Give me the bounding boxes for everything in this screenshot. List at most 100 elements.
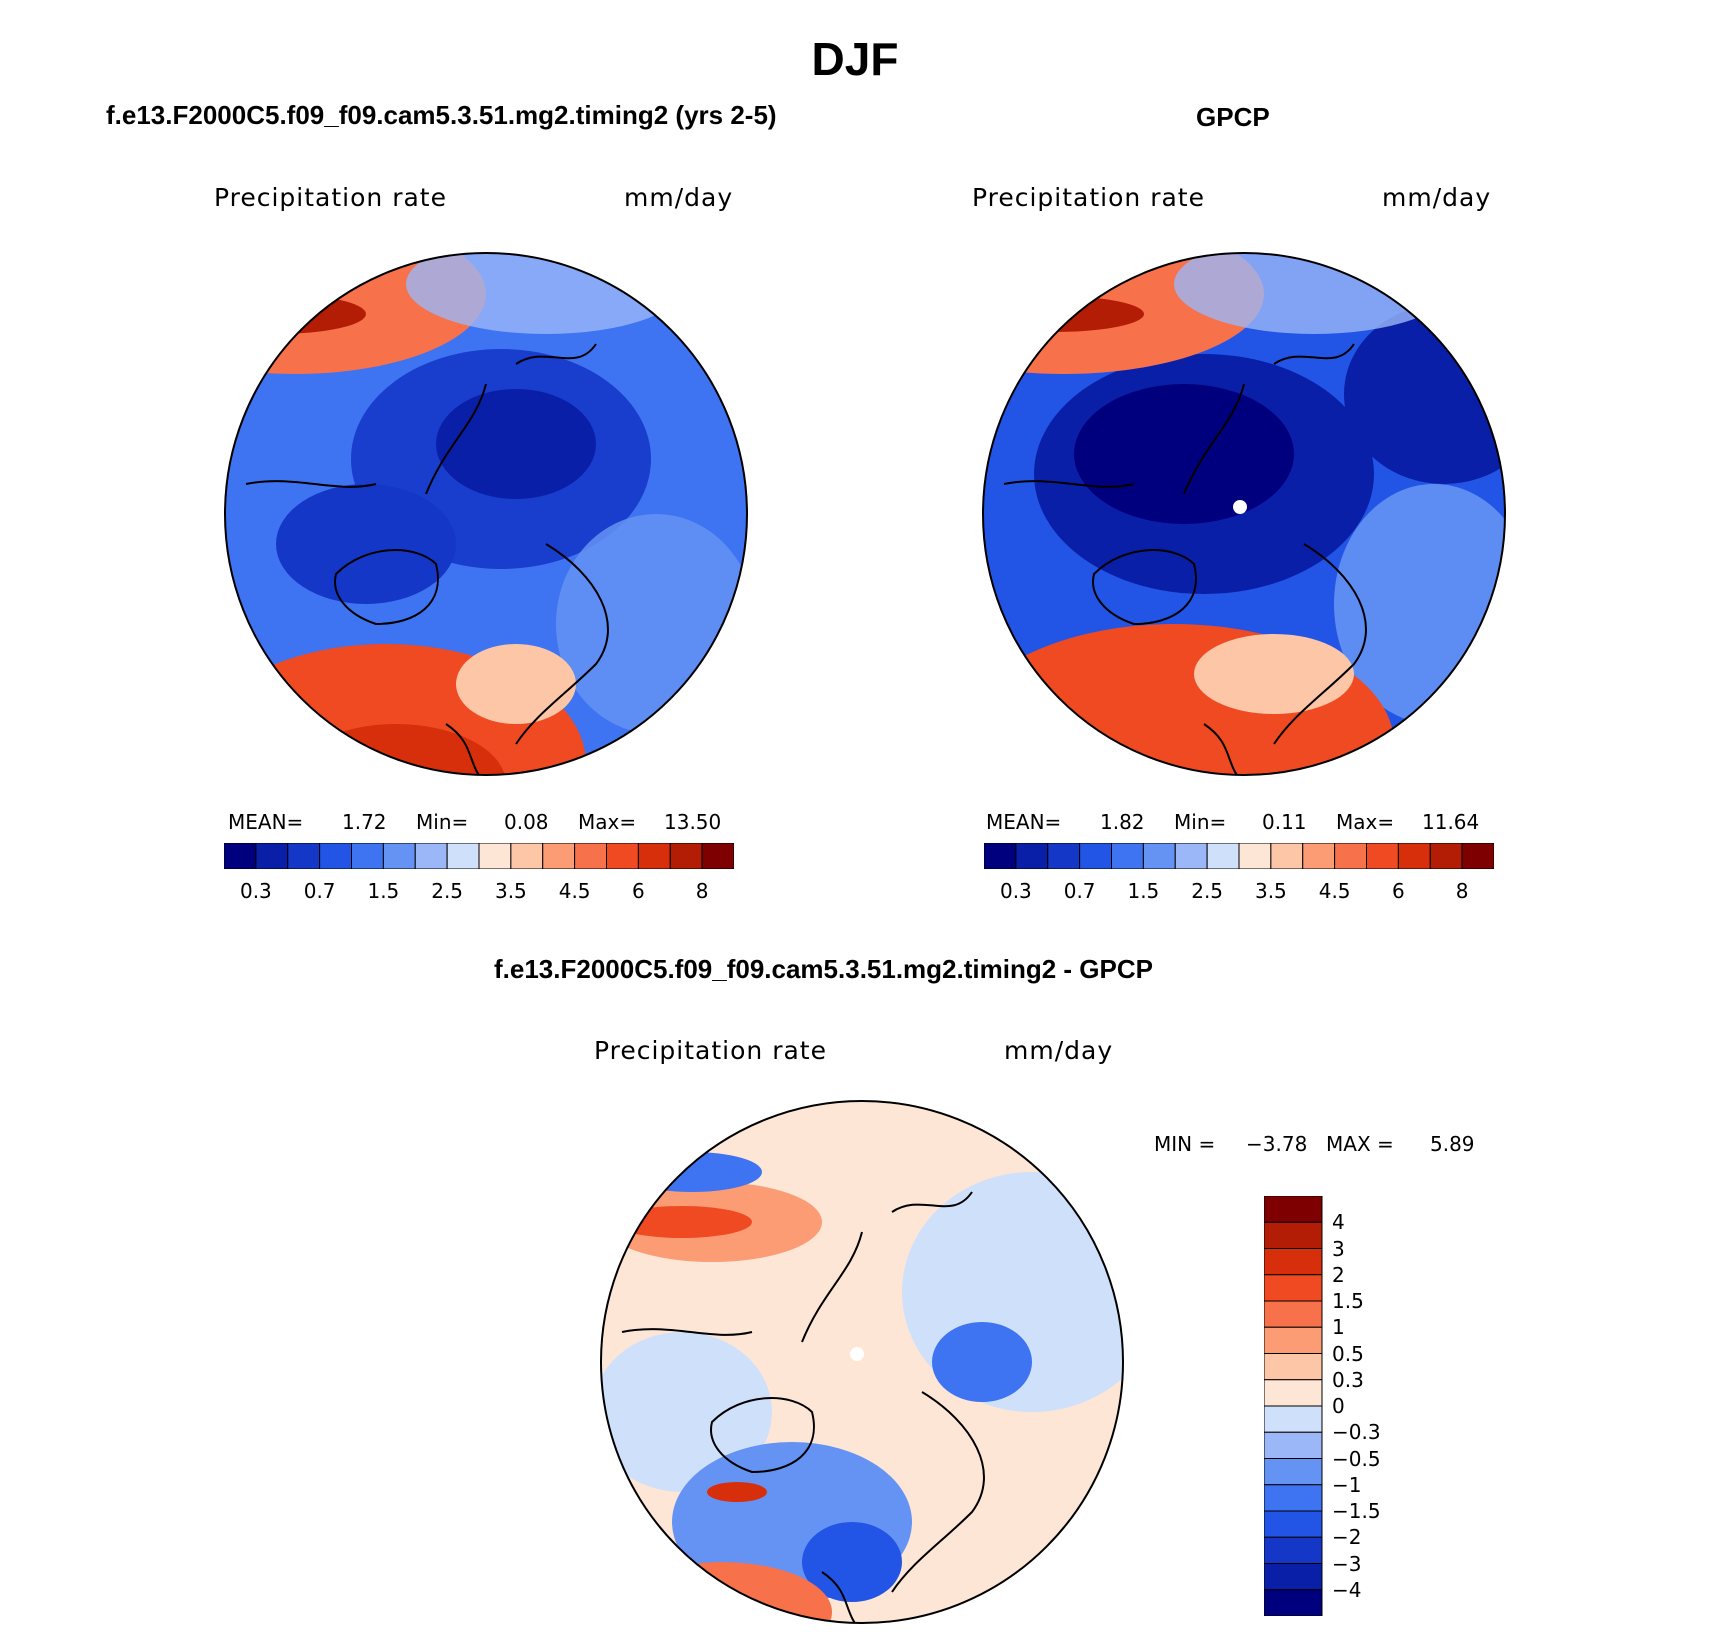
colorbar-panel-3-tick-label: 0.5	[1332, 1341, 1364, 1366]
colorbar-panel-3-swatch	[1264, 1589, 1323, 1616]
colorbar-panel-2-swatch	[1174, 843, 1208, 869]
colorbar-panel-3-swatch	[1264, 1563, 1323, 1591]
map-model-border	[224, 252, 748, 776]
map-model	[224, 252, 748, 776]
colorbar-panel-3-swatch	[1264, 1196, 1323, 1223]
panel-3-min: −3.78	[1246, 1132, 1308, 1156]
colorbar-panel-3-tick-label: −0.3	[1332, 1420, 1381, 1445]
colorbar-panel-1-swatch	[446, 843, 480, 869]
colorbar-panel-1-tick-label: 6	[632, 879, 645, 903]
colorbar-panel-3-swatch	[1264, 1536, 1323, 1564]
panel-2-units: mm/day	[1382, 183, 1492, 212]
colorbar-panel-3-tick-label: −1	[1332, 1472, 1362, 1497]
colorbar-panel-1-tick-label: 8	[695, 879, 709, 903]
panel-2-title: GPCP	[1196, 102, 1270, 132]
colorbar-panel-3-tick-label: 1	[1332, 1315, 1345, 1340]
panel-1-min: 0.08	[504, 810, 549, 834]
map-model-transition	[456, 644, 576, 724]
panel-2-min: 0.11	[1262, 810, 1307, 834]
map-model-coastlines	[245, 343, 609, 775]
colorbar-panel-1-swatch	[287, 843, 321, 869]
map-model-pacific	[556, 514, 747, 734]
colorbar-panel-1-swatch	[255, 843, 289, 869]
map-difference	[600, 1100, 1124, 1624]
colorbar-panel-1-swatch	[701, 843, 734, 869]
colorbar-panel-3-tick-label: 4	[1332, 1210, 1345, 1235]
panel-1-title: f.e13.F2000C5.f09_f09.cam5.3.51.mg2.timi…	[106, 100, 777, 130]
colorbar-panel-1-swatch	[606, 843, 639, 869]
panel-3-max-label: MAX =	[1326, 1132, 1394, 1156]
colorbar-panel-1-swatch	[542, 843, 576, 869]
panel-2-min-label: Min=	[1174, 810, 1227, 834]
map-gpcp-min-region	[1074, 384, 1294, 524]
panel-2-variable: Precipitation rate	[972, 183, 1205, 212]
colorbar-panel-3-tick-label: −3	[1332, 1551, 1362, 1576]
map-difference-positive-greenland	[707, 1482, 767, 1502]
colorbar-panel-1-swatch	[574, 843, 607, 869]
colorbar-panel-3-tick-label: −2	[1332, 1525, 1362, 1550]
colorbar-panel-2-swatch	[1366, 843, 1399, 869]
colorbar-panel-1-tick-label: 2.5	[431, 879, 464, 903]
colorbar-panel-2-swatch	[1111, 843, 1144, 869]
colorbar-panel-1-tick-label: 3.5	[494, 879, 527, 903]
colorbar-panel-3-tick-label: −4	[1332, 1577, 1362, 1602]
map-difference-negative-core	[802, 1522, 902, 1602]
map-difference-negative-north	[622, 1152, 762, 1192]
colorbar-panel-1-swatch	[637, 843, 671, 869]
colorbar-panel-3-swatch	[1264, 1379, 1323, 1407]
colorbar-panel-2-tick-label: 0.3	[999, 879, 1032, 903]
colorbar-panel-3-tick-label: −1.5	[1332, 1499, 1381, 1523]
colorbar-panel-1-swatch	[382, 843, 416, 869]
colorbar-panel-3-swatch	[1264, 1353, 1323, 1381]
map-difference-coast-greenland	[710, 1397, 815, 1474]
colorbar-panel-1-tick-label: 0.3	[239, 879, 272, 903]
map-difference-coastlines	[621, 1191, 985, 1623]
panel-1-max: 13.50	[664, 810, 722, 834]
colorbar-panel-3-swatch	[1264, 1484, 1323, 1512]
colorbar-panel-2-swatch	[1079, 843, 1112, 869]
panel-1-mean: 1.72	[342, 810, 387, 834]
colorbar-panel-1-swatch	[414, 843, 448, 869]
colorbar-panel-1	[224, 843, 734, 869]
map-model-greenland-low	[276, 484, 456, 604]
colorbar-panel-1-swatch	[224, 843, 257, 869]
map-gpcp-coastlines	[1003, 343, 1367, 775]
colorbar-panel-2-swatch	[1334, 843, 1367, 869]
colorbar-panel-3-swatch	[1264, 1431, 1323, 1459]
colorbar-panel-3-swatch	[1264, 1458, 1323, 1486]
colorbar-panel-2-tick-label: 1.5	[1127, 879, 1160, 903]
colorbar-panel-2-swatch	[1429, 843, 1463, 869]
map-gpcp-pole-hole	[1233, 500, 1247, 514]
colorbar-panel-2-tick-label: 6	[1392, 879, 1405, 903]
map-model-min-region	[436, 389, 596, 499]
colorbar-panel-3-tick-label: −0.5	[1332, 1446, 1381, 1471]
colorbar-panel-2-tick-label: 8	[1455, 879, 1469, 903]
colorbar-panel-3-swatch	[1264, 1405, 1323, 1433]
panel-2-mean-label: MEAN=	[986, 810, 1062, 834]
colorbar-panel-1-swatch	[510, 843, 544, 869]
colorbar-panel-2-swatch	[1047, 843, 1081, 869]
colorbar-panel-2-swatch	[1302, 843, 1336, 869]
panel-1-units: mm/day	[624, 183, 734, 212]
map-gpcp-coast-greenland	[1092, 549, 1197, 626]
panel-2-max: 11.64	[1422, 810, 1480, 834]
colorbar-panel-1-tick-label: 1.5	[367, 879, 400, 903]
colorbar-panel-2-swatch	[1206, 843, 1240, 869]
colorbar-panel-1-swatch	[351, 843, 384, 869]
colorbar-panel-2-swatch	[1015, 843, 1049, 869]
map-difference-light-blue-west	[601, 1332, 772, 1492]
colorbar-panel-1-tick-label: 0.7	[303, 879, 336, 903]
colorbar-panel-1-swatch	[669, 843, 703, 869]
colorbar-panel-2-tick-label: 4.5	[1318, 879, 1351, 903]
colorbar-panel-3-tick-label: 2	[1332, 1262, 1345, 1287]
colorbar-panel-1-tick-label: 4.5	[558, 879, 591, 903]
panel-1-variable: Precipitation rate	[214, 183, 447, 212]
colorbar-panel-2-swatch	[1238, 843, 1272, 869]
colorbar-panel-2-tick-label: 3.5	[1254, 879, 1287, 903]
panel-2-mean: 1.82	[1100, 810, 1145, 834]
colorbar-panel-3-tick-label: 3	[1332, 1236, 1345, 1261]
colorbar-panel-2-swatch	[1270, 843, 1304, 869]
colorbar-panel-2-swatch	[1142, 843, 1176, 869]
colorbar-panel-2-swatch	[984, 843, 1017, 869]
colorbar-panel-1-swatch	[478, 843, 512, 869]
